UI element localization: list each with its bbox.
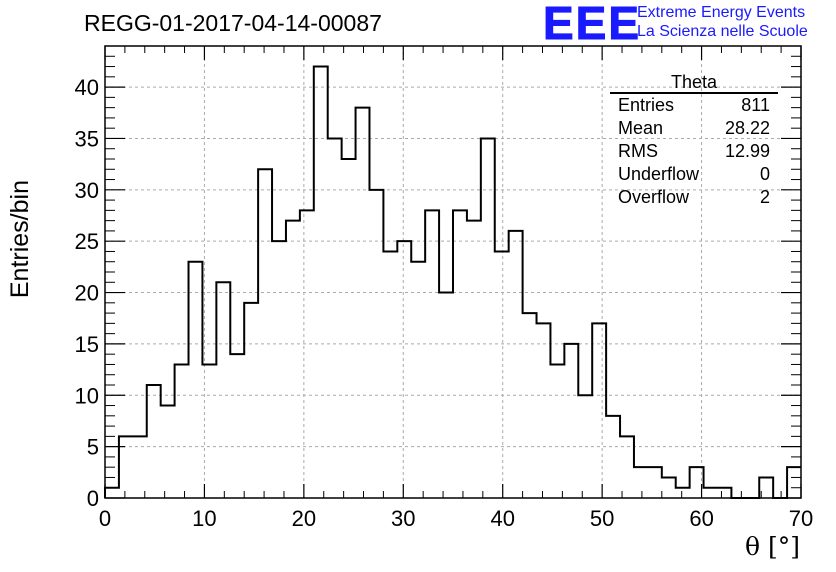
- stats-label: Mean: [618, 118, 664, 138]
- stats-box: Theta Entries 811 Mean 28.22 RMS 12.99 Underfl…: [610, 72, 778, 209]
- stats-label: Entries: [618, 95, 675, 115]
- y-tick-label: 35: [75, 126, 99, 151]
- x-tick-label: 20: [292, 506, 316, 531]
- stats-row: RMS 12.99: [610, 140, 778, 163]
- x-tick-label: 30: [391, 506, 415, 531]
- chart-title: REGG-01-2017-04-14-00087: [84, 10, 382, 36]
- histogram-series: [104, 65, 801, 499]
- y-tick-label: 15: [75, 332, 99, 357]
- logo-mark: EEE: [542, 0, 642, 50]
- stats-name: Theta: [610, 72, 778, 94]
- y-tick-label: 40: [75, 75, 99, 100]
- y-tick-label: 5: [87, 435, 99, 460]
- x-tick-label: 60: [689, 506, 713, 531]
- x-tick-label: 70: [789, 506, 813, 531]
- x-tick-label: 0: [99, 506, 111, 531]
- y-tick-label: 0: [87, 486, 99, 511]
- x-axis-label: θ [°]: [744, 532, 800, 561]
- stats-row: Entries 811: [610, 94, 778, 117]
- x-tick-label: 10: [192, 506, 216, 531]
- stats-value: 811: [741, 95, 770, 115]
- stats-row: Mean 28.22: [610, 117, 778, 140]
- y-tick-label: 25: [75, 229, 99, 254]
- stats-row: Overflow 2: [610, 186, 778, 209]
- stats-value: 0: [759, 164, 770, 184]
- y-tick-label: 30: [75, 178, 99, 203]
- stats-label: Overflow: [618, 187, 690, 207]
- stats-value: 2: [759, 187, 770, 207]
- logo-line2: La Scienza nelle Scuole: [637, 23, 808, 40]
- y-tick-label: 20: [75, 281, 99, 306]
- stats-value: 12.99: [724, 141, 770, 161]
- logo-line1: Extreme Energy Events: [637, 4, 806, 21]
- axis-ticks: [104, 45, 802, 499]
- stats-value: 28.22: [724, 118, 770, 138]
- y-tick-label: 10: [75, 383, 99, 408]
- x-tick-label: 50: [590, 506, 614, 531]
- x-tick-label: 40: [490, 506, 514, 531]
- stats-label: Underflow: [618, 164, 700, 184]
- stats-label: RMS: [618, 141, 658, 161]
- stats-row: Underflow 0: [610, 163, 778, 186]
